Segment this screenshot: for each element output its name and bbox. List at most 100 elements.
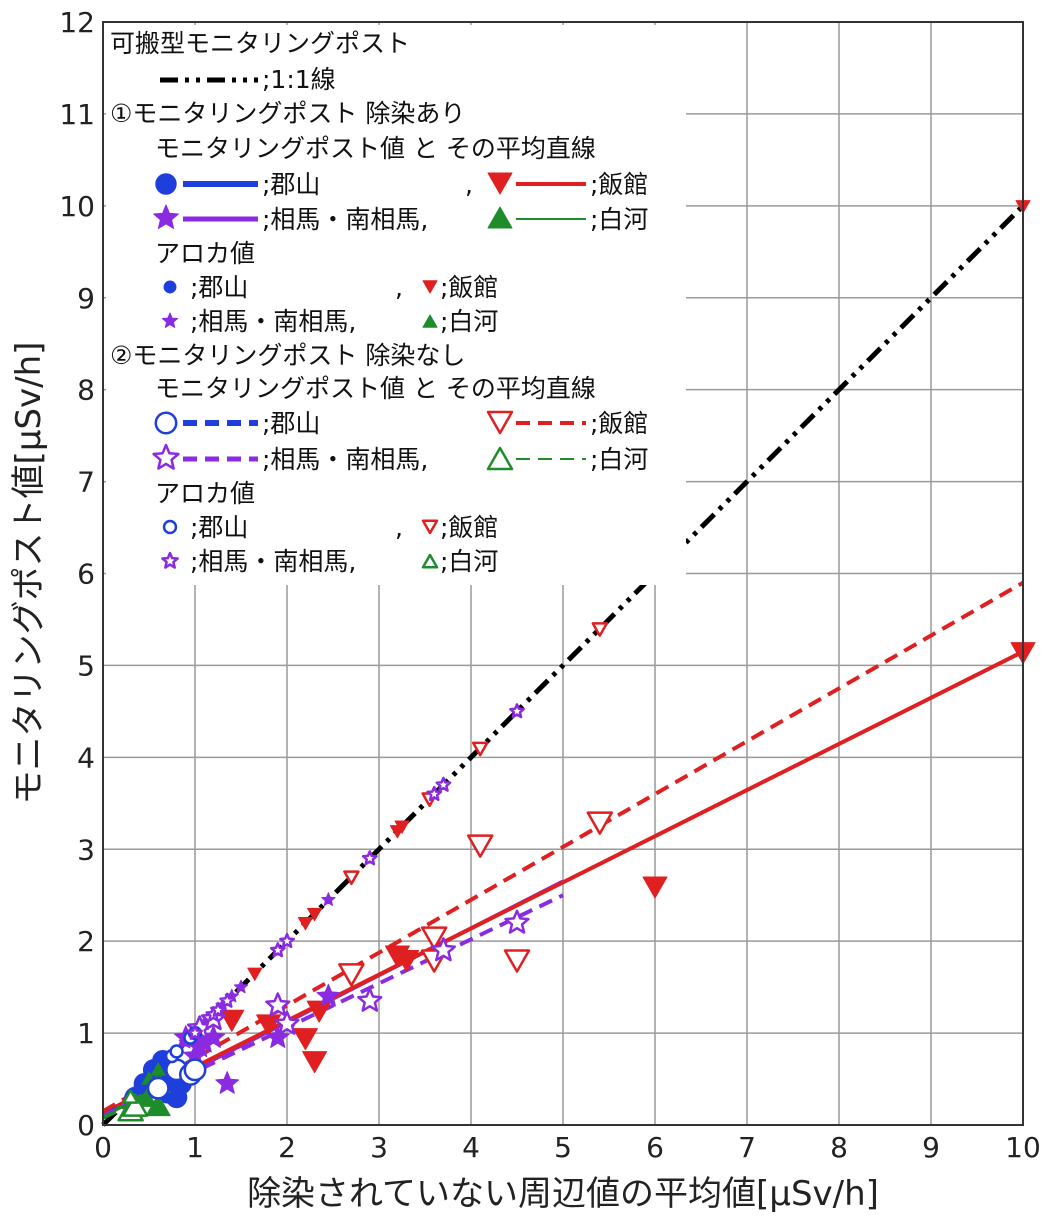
point-除染なし-郡山-aloka <box>169 1044 184 1059</box>
point-除染なし-飯館-aloka <box>343 870 360 886</box>
legend-aloka-shirakawa-label-2: ;白河 <box>440 547 498 576</box>
legend-aloka-iitate-open-marker <box>421 519 439 535</box>
point-除染なし-相馬・南相馬-aloka <box>279 932 295 949</box>
point-除染なし-飯館-mp <box>586 811 614 835</box>
legend-koriyama-label: ;郡山 <box>262 170 320 199</box>
point-除染あり-飯館-mp <box>306 1000 332 1023</box>
x-tick-label: 1 <box>186 1131 204 1164</box>
point-除染あり-飯館-aloka <box>297 917 313 931</box>
legend-aloka-shirakawa-label: ;白河 <box>440 307 498 336</box>
point-除染あり-飯館-mp <box>394 950 420 973</box>
point-除染あり-飯館-mp <box>302 1051 328 1074</box>
legend-iitate-open-marker <box>486 410 514 435</box>
legend-comma: , <box>395 273 403 302</box>
y-tick-label: 12 <box>59 6 95 39</box>
legend-shirakawa-marker <box>487 206 513 229</box>
x-tick-label: 0 <box>94 1131 112 1164</box>
point-除染なし-飯館-mp <box>503 949 531 973</box>
legend-aloka-koriyama-marker <box>163 280 177 294</box>
x-tick-label: 2 <box>278 1131 296 1164</box>
legend-section-2-title: ②モニタリングポスト 除染なし <box>110 341 465 370</box>
point-除染なし-白河-aloka <box>122 1089 139 1104</box>
legend-mp-title-2: モニタリングポスト値 と その平均直線 <box>155 374 596 403</box>
x-tick-label: 9 <box>922 1131 940 1164</box>
point-除染なし-郡山-mp <box>146 1076 170 1100</box>
legend-shirakawa-label-2: ;白河 <box>590 445 648 474</box>
x-tick-label: 10 <box>1005 1131 1041 1164</box>
y-tick-label: 4 <box>77 741 95 774</box>
legend-koriyama-label-2: ;郡山 <box>262 409 320 438</box>
point-除染あり-飯館-mp <box>292 1028 318 1051</box>
x-tick-label: 5 <box>554 1131 572 1164</box>
x-tick-label: 8 <box>830 1131 848 1164</box>
point-除染なし-飯館-mp <box>466 834 494 858</box>
point-除染なし-相馬・南相馬-aloka <box>435 776 452 792</box>
point-除染なし-相馬・南相馬-aloka <box>219 992 236 1008</box>
point-除染あり-飯館-aloka <box>394 820 410 834</box>
point-除染なし-相馬・南相馬-aloka <box>187 1024 203 1040</box>
legend-aloka-koriyama-label-2: ;郡山 <box>190 513 248 542</box>
legend-soma-marker <box>153 204 179 229</box>
legend-iitate-marker <box>487 172 513 195</box>
y-tick-label: 7 <box>77 466 95 499</box>
point-除染あり-相馬・南相馬-mp <box>316 983 341 1007</box>
point-除染なし-飯館-aloka <box>591 622 609 637</box>
point-除染なし-飯館-aloka <box>471 741 489 757</box>
legend-aloka-soma-label: ;相馬・南相馬, <box>190 307 356 336</box>
point-除染なし-相馬・南相馬-mp <box>274 1010 300 1035</box>
point-除染なし-相馬・南相馬-aloka <box>361 850 378 866</box>
point-除染なし-飯館-mp <box>338 963 365 987</box>
legend-aloka-shirakawa-marker <box>422 314 438 328</box>
legend-shirakawa-label: ;白河 <box>590 205 648 234</box>
fit-line-除染なし-相馬・南相馬 <box>102 893 564 1118</box>
point-除染なし-飯館-mp <box>420 926 448 950</box>
x-axis-title: 除染されていない周辺値の平均値[μSv/h] <box>247 1174 879 1214</box>
point-除染なし-相馬・南相馬-mp <box>265 992 291 1017</box>
legend-aloka-koriyama-label: ;郡山 <box>190 273 248 302</box>
legend-mp-title-1: モニタリングポスト値 と その平均直線 <box>155 134 596 163</box>
y-tick-label: 10 <box>59 190 95 223</box>
legend-section-1-title: ①モニタリングポスト 除染あり <box>110 99 465 128</box>
point-除染なし-相馬・南相馬-aloka <box>509 703 525 719</box>
point-除染あり-白河-aloka <box>150 1062 166 1076</box>
legend-background <box>106 25 686 585</box>
point-除染あり-白河-mp <box>145 1094 171 1117</box>
point-除染なし-相馬・南相馬-mp <box>430 937 457 962</box>
legend-aloka-iitate-marker <box>422 280 438 294</box>
legend-iitate-label: ;飯館 <box>590 170 648 199</box>
x-tick-label: 3 <box>370 1131 388 1164</box>
y-tick-label: 11 <box>59 98 95 131</box>
point-除染あり-飯館-aloka <box>247 967 263 981</box>
y-tick-label: 0 <box>77 1109 95 1142</box>
legend-soma-label-2: ;相馬・南相馬, <box>262 445 428 474</box>
legend-koriyama-open-marker <box>154 411 178 435</box>
legend-ref-line-label: ;1:1線 <box>262 65 336 94</box>
y-tick-label: 8 <box>77 374 95 407</box>
point-除染あり-相馬・南相馬-mp <box>265 1025 290 1048</box>
legend-iitate-label-2: ;飯館 <box>590 409 648 438</box>
point-除染なし-相馬・南相馬-mp <box>504 909 530 934</box>
legend-comma: , <box>465 170 473 199</box>
legend: 可搬型モニタリングポスト ;1:1線 ①モニタリングポスト 除染あり モニタリン… <box>106 25 686 585</box>
point-除染なし-白河-mp <box>121 1093 149 1117</box>
fit-line-除染なし-飯館 <box>102 580 1024 1113</box>
point-除染あり-相馬・南相馬-aloka <box>233 979 249 994</box>
y-axis-title: モニタリングポスト値[μSv/h] <box>9 342 49 805</box>
legend-aloka-title-1: アロカ値 <box>155 239 255 268</box>
legend-aloka-soma-label-2: ;相馬・南相馬, <box>190 547 356 576</box>
legend-shirakawa-open-marker <box>486 446 514 471</box>
y-tick-label: 2 <box>77 925 95 958</box>
legend-aloka-title-2: アロカ値 <box>155 479 255 508</box>
point-除染あり-飯館-mp <box>642 876 668 899</box>
legend-comma: , <box>395 513 403 542</box>
legend-aloka-soma-open-marker <box>161 551 179 569</box>
legend-aloka-shirakawa-open-marker <box>421 553 439 569</box>
x-tick-label: 6 <box>646 1131 664 1164</box>
y-tick-label: 3 <box>77 833 95 866</box>
legend-header: 可搬型モニタリングポスト <box>110 29 410 58</box>
x-tick-label: 7 <box>738 1131 756 1164</box>
legend-aloka-iitate-label: ;飯館 <box>440 273 498 302</box>
plot-frame <box>102 21 1024 1126</box>
point-除染あり-相馬・南相馬-mp <box>215 1071 240 1094</box>
